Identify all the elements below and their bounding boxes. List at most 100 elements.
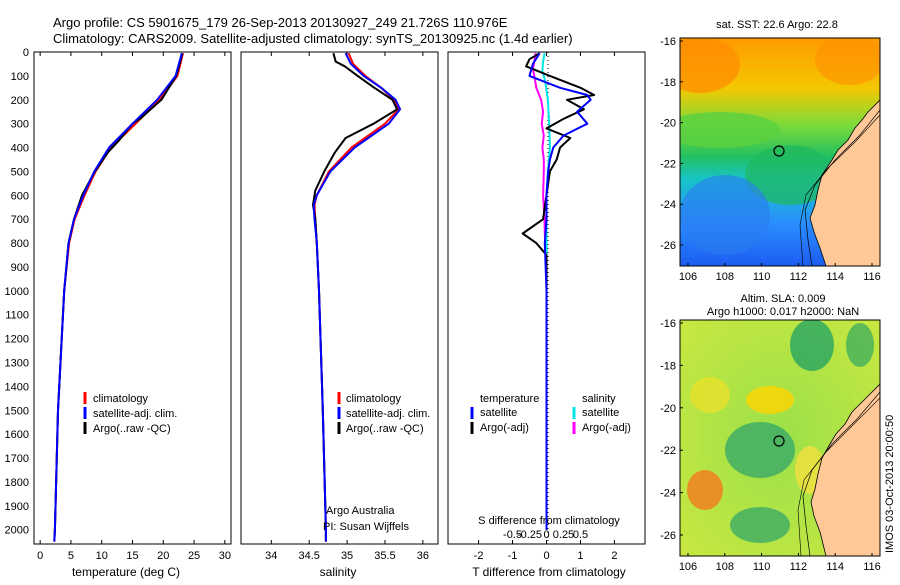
difference-top-xlabel: S difference from climatology bbox=[478, 515, 620, 527]
legend-label-argo: Argo(..raw -QC) bbox=[346, 423, 424, 435]
temperature-panel: 0 5 10 15 20 25 30 temperature (deg C) climato… bbox=[33, 51, 232, 579]
map-y-tick-label: -24 bbox=[660, 199, 676, 211]
sst-map-panel: sat. SST: 22.6 Argo: 22.8 106 108 110 112 11… bbox=[660, 19, 881, 283]
depth-tick-label: 1200 bbox=[5, 334, 29, 346]
sla-map-image bbox=[680, 320, 880, 556]
x-tick-label: -2 bbox=[474, 550, 484, 562]
map-y-tick-label: -22 bbox=[660, 158, 676, 170]
header-line-1: Argo profile: CS 5901675_179 26-Sep-2013… bbox=[53, 15, 508, 30]
depth-tick-label: 1100 bbox=[5, 310, 29, 322]
argo-float-marker bbox=[773, 145, 785, 157]
argo-float-marker bbox=[773, 435, 785, 447]
map-x-tick-label: 110 bbox=[753, 561, 771, 573]
depth-tick-label: 2000 bbox=[5, 525, 29, 537]
sst-cool-patch bbox=[680, 175, 770, 255]
x-tick-label: 34.5 bbox=[298, 550, 319, 562]
sst-map-frame bbox=[679, 37, 881, 267]
depth-tick-label: 200 bbox=[11, 95, 29, 107]
sla-map-frame bbox=[679, 319, 881, 557]
legend-label-satellite: satellite-adj. clim. bbox=[346, 408, 430, 420]
temperature-series bbox=[53, 52, 184, 542]
legend-title-temperature: temperature bbox=[480, 393, 539, 405]
sla-map-title-1: Altim. SLA: 0.009 bbox=[741, 293, 826, 305]
salinity-xlabel: salinity bbox=[320, 565, 357, 579]
map-y-tick-label: -26 bbox=[660, 240, 676, 252]
top-x-tick-label: -0.25 bbox=[517, 529, 542, 541]
depth-tick-label: 700 bbox=[11, 214, 29, 226]
isobath-contour bbox=[797, 397, 880, 556]
isobath-contour bbox=[799, 114, 880, 266]
top-x-tick-label: 0.5 bbox=[573, 529, 588, 541]
x-tick-label: 34 bbox=[265, 550, 277, 562]
x-tick-label: 0 bbox=[543, 550, 549, 562]
depth-tick-label: 400 bbox=[11, 143, 29, 155]
sst-green-band bbox=[680, 112, 780, 148]
map-x-tick-label: 106 bbox=[679, 271, 697, 283]
sla-map-panel: Altim. SLA: 0.009 Argo h1000: 0.017 h200… bbox=[660, 293, 896, 573]
x-tick-label: -1 bbox=[508, 550, 518, 562]
sla-low-patch bbox=[725, 422, 795, 478]
legend-label-t-satellite: satellite bbox=[480, 407, 517, 419]
depth-tick-label: 800 bbox=[11, 238, 29, 250]
x-tick-label: 25 bbox=[188, 550, 200, 562]
depth-tick-label: 1300 bbox=[5, 357, 29, 369]
temperature-xlabel: temperature (deg C) bbox=[72, 565, 180, 579]
salinity-series bbox=[312, 52, 402, 542]
sla-high-patch bbox=[690, 377, 730, 413]
isobath-contour bbox=[804, 109, 880, 266]
series-satellite-adj-clim- bbox=[312, 52, 402, 542]
difference-xlabel: T difference from climatology bbox=[472, 565, 626, 579]
x-tick-label: 0 bbox=[37, 550, 43, 562]
depth-tick-label: 100 bbox=[11, 71, 29, 83]
map-x-tick-label: 112 bbox=[790, 271, 808, 283]
x-tick-label: 2 bbox=[611, 550, 617, 562]
x-tick-label: 35.5 bbox=[374, 550, 395, 562]
legend-label-climatology: climatology bbox=[93, 393, 149, 405]
sst-map-title: sat. SST: 22.6 Argo: 22.8 bbox=[716, 19, 838, 31]
map-x-tick-label: 116 bbox=[863, 561, 881, 573]
imos-timestamp: IMOS 03-Oct-2013 20:00:50 bbox=[884, 415, 896, 553]
map-x-tick-label: 112 bbox=[790, 561, 808, 573]
sla-map-ticks: 106 108 110 112 114 116 -16 -18 -20 -22 -24 -26 bbox=[660, 318, 881, 573]
sst-warm-patch bbox=[815, 38, 880, 85]
sla-low-patch bbox=[846, 323, 874, 367]
x-tick-label: 20 bbox=[157, 550, 169, 562]
salinity-axes-frame bbox=[240, 51, 439, 545]
map-x-tick-label: 116 bbox=[863, 271, 881, 283]
map-y-tick-label: -16 bbox=[660, 36, 676, 48]
series-temperature-satellite bbox=[528, 52, 592, 530]
sla-low-patch bbox=[790, 320, 834, 371]
depth-tick-label: 1000 bbox=[5, 286, 29, 298]
depth-tick-label: 0 bbox=[23, 47, 29, 59]
series-satellite-adj-clim- bbox=[53, 52, 183, 542]
x-tick-label: 35 bbox=[341, 550, 353, 562]
depth-tick-label: 300 bbox=[11, 119, 29, 131]
legend-label-argo: Argo(..raw -QC) bbox=[93, 423, 171, 435]
salinity-x-ticks: 34 34.5 35 35.5 36 bbox=[265, 52, 429, 562]
difference-x-ticks: -2 -1 0 1 2 bbox=[474, 52, 617, 562]
depth-tick-label: 1500 bbox=[5, 405, 29, 417]
difference-legend-temperature: temperature satellite Argo(-adj) bbox=[470, 393, 539, 434]
x-tick-label: 10 bbox=[96, 550, 108, 562]
sst-map-ticks: 106 108 110 112 114 116 -16 -18 -20 -22 -24 -26 bbox=[660, 36, 881, 283]
top-x-tick-label: 0 bbox=[543, 529, 549, 541]
map-y-tick-label: -26 bbox=[660, 530, 676, 542]
depth-tick-label: 600 bbox=[11, 190, 29, 202]
legend-label-s-argo: Argo(-adj) bbox=[582, 422, 631, 434]
credit-line-2: PI: Susan Wijffels bbox=[323, 521, 409, 533]
land-australia bbox=[810, 383, 880, 556]
depth-tick-label: 1900 bbox=[5, 501, 29, 513]
depth-tick-label: 1600 bbox=[5, 429, 29, 441]
difference-series bbox=[521, 52, 596, 530]
legend-label-t-argo: Argo(-adj) bbox=[480, 422, 529, 434]
map-x-tick-label: 110 bbox=[753, 271, 771, 283]
map-y-tick-label: -16 bbox=[660, 318, 676, 330]
series-temperature-argo-adj- bbox=[521, 52, 596, 530]
depth-tick-label: 1800 bbox=[5, 477, 29, 489]
map-x-tick-label: 114 bbox=[826, 271, 844, 283]
temperature-x-ticks: 0 5 10 15 20 25 30 bbox=[37, 52, 231, 562]
sst-warm-patch bbox=[680, 38, 740, 93]
x-tick-label: 15 bbox=[126, 550, 138, 562]
map-x-tick-label: 114 bbox=[826, 561, 844, 573]
credit-line-1: Argo Australia bbox=[326, 505, 395, 517]
